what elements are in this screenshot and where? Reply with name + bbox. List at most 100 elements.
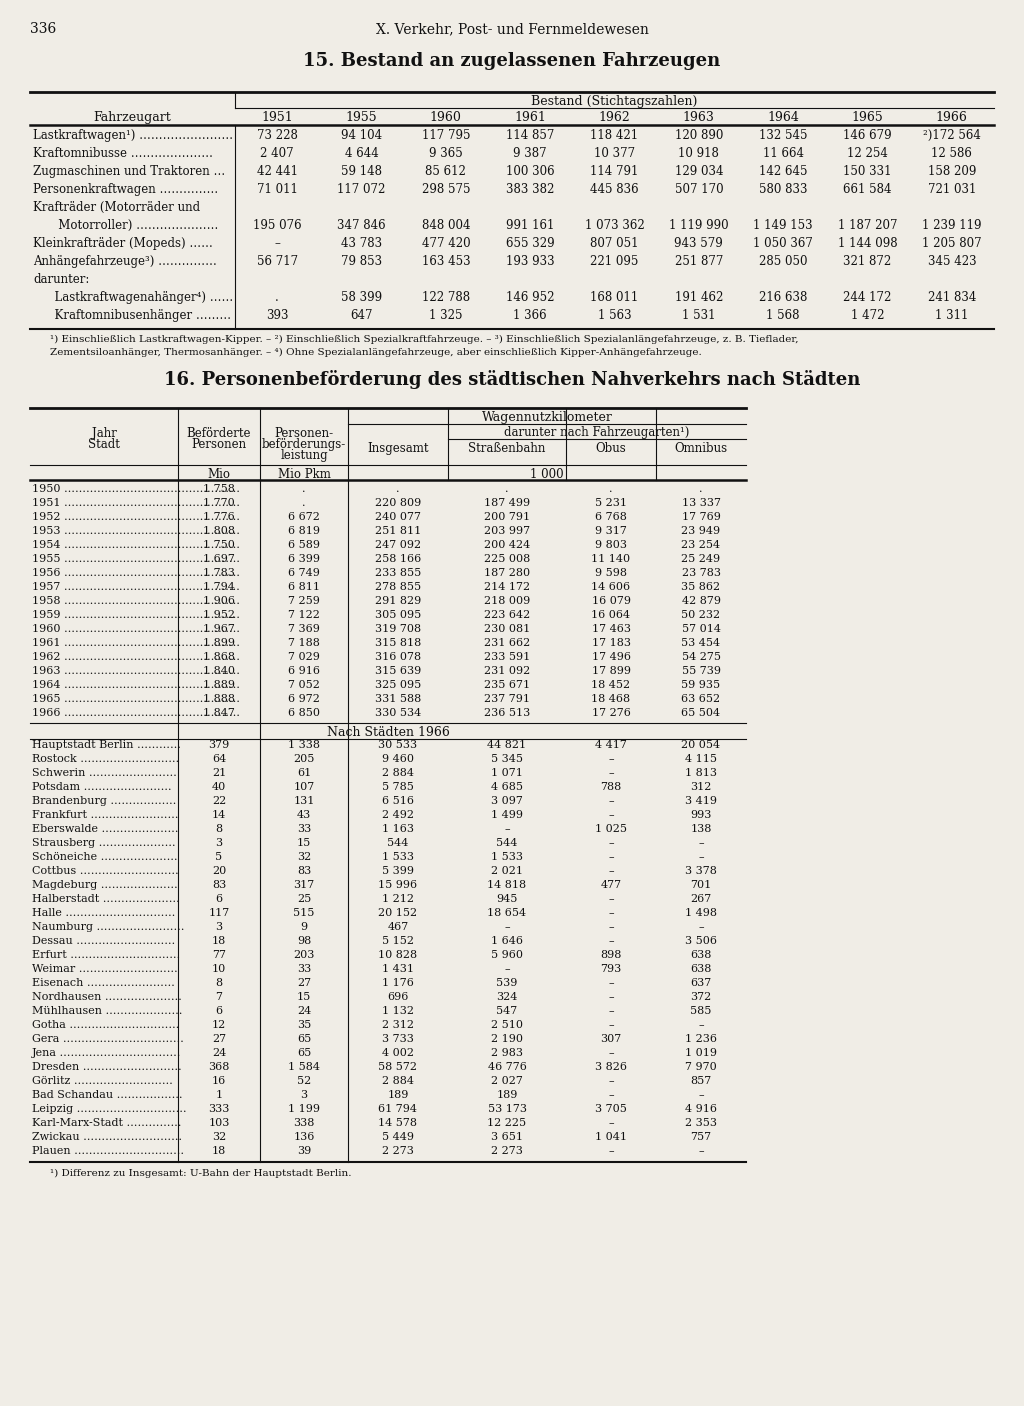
Text: 18 468: 18 468: [592, 695, 631, 704]
Text: –: –: [608, 1076, 613, 1085]
Text: 94 104: 94 104: [341, 129, 382, 142]
Text: 336: 336: [30, 22, 56, 37]
Text: Hauptstadt Berlin …………: Hauptstadt Berlin …………: [32, 740, 181, 749]
Text: 107: 107: [293, 782, 314, 792]
Text: 1966: 1966: [936, 111, 968, 124]
Text: 25: 25: [297, 894, 311, 904]
Text: darunter:: darunter:: [33, 273, 89, 285]
Text: 467: 467: [387, 922, 409, 932]
Text: 2 510: 2 510: [490, 1019, 523, 1031]
Text: 15: 15: [297, 993, 311, 1002]
Text: Zwickau ………………………: Zwickau ………………………: [32, 1132, 182, 1142]
Text: 193 933: 193 933: [506, 254, 554, 269]
Text: 1 533: 1 533: [490, 852, 523, 862]
Text: 696: 696: [387, 993, 409, 1002]
Text: 235 671: 235 671: [484, 681, 530, 690]
Text: 7 970: 7 970: [685, 1062, 717, 1071]
Text: 1 584: 1 584: [288, 1062, 319, 1071]
Text: Schöneiche …………………: Schöneiche …………………: [32, 852, 177, 862]
Text: 146 952: 146 952: [506, 291, 554, 304]
Text: 223 642: 223 642: [484, 610, 530, 620]
Text: Krafträder (Motorräder und: Krafträder (Motorräder und: [33, 201, 200, 214]
Text: 6: 6: [215, 894, 222, 904]
Text: .: .: [275, 291, 280, 304]
Text: 12: 12: [212, 1019, 226, 1031]
Text: 17 899: 17 899: [592, 666, 631, 676]
Text: 3 419: 3 419: [685, 796, 717, 806]
Text: leistung: leistung: [281, 449, 328, 463]
Text: .: .: [396, 484, 399, 494]
Text: .: .: [505, 484, 509, 494]
Text: 6 972: 6 972: [288, 695, 319, 704]
Text: 13 337: 13 337: [682, 498, 721, 508]
Text: 158 209: 158 209: [928, 165, 976, 179]
Text: 2 884: 2 884: [382, 1076, 414, 1085]
Text: 637: 637: [690, 979, 712, 988]
Text: 1 498: 1 498: [685, 908, 717, 918]
Text: –: –: [504, 824, 510, 834]
Text: 3 733: 3 733: [382, 1033, 414, 1045]
Text: 1960: 1960: [430, 111, 462, 124]
Text: 2 983: 2 983: [490, 1047, 523, 1057]
Text: .: .: [699, 484, 702, 494]
Text: 42 441: 42 441: [257, 165, 298, 179]
Text: 64: 64: [212, 754, 226, 763]
Text: 225 008: 225 008: [484, 554, 530, 564]
Text: 54 275: 54 275: [682, 652, 721, 662]
Text: 338: 338: [293, 1118, 314, 1128]
Text: 315 818: 315 818: [375, 638, 421, 648]
Text: –: –: [608, 1118, 613, 1128]
Text: 721 031: 721 031: [928, 183, 976, 195]
Text: 25 249: 25 249: [681, 554, 721, 564]
Text: 6 589: 6 589: [288, 540, 319, 550]
Text: 220 809: 220 809: [375, 498, 421, 508]
Text: 11 664: 11 664: [763, 148, 804, 160]
Text: –: –: [504, 965, 510, 974]
Text: Omnibus: Omnibus: [675, 441, 728, 456]
Text: 30 533: 30 533: [379, 740, 418, 749]
Text: 2 190: 2 190: [490, 1033, 523, 1045]
Text: 331 588: 331 588: [375, 695, 421, 704]
Text: Eisenach ……………………: Eisenach ……………………: [32, 979, 175, 988]
Text: Naumburg ……………………: Naumburg ……………………: [32, 922, 184, 932]
Text: 701: 701: [690, 880, 712, 890]
Text: 114 791: 114 791: [590, 165, 639, 179]
Text: 79 853: 79 853: [341, 254, 382, 269]
Text: 7 369: 7 369: [288, 624, 319, 634]
Text: 1 499: 1 499: [490, 810, 523, 820]
Text: .: .: [302, 484, 306, 494]
Text: 379: 379: [208, 740, 229, 749]
Text: 5 449: 5 449: [382, 1132, 414, 1142]
Text: 203: 203: [293, 950, 314, 960]
Text: 61: 61: [297, 768, 311, 778]
Text: 5 345: 5 345: [490, 754, 523, 763]
Text: ²)172 564: ²)172 564: [923, 129, 981, 142]
Text: 1 646: 1 646: [490, 936, 523, 946]
Text: 35 862: 35 862: [681, 582, 721, 592]
Text: 1957 …………………………………………: 1957 …………………………………………: [32, 582, 240, 592]
Text: –: –: [698, 1019, 703, 1031]
Text: 1 366: 1 366: [513, 309, 547, 322]
Text: 1 163: 1 163: [382, 824, 414, 834]
Text: –: –: [608, 922, 613, 932]
Text: Lastkraftwagen¹) ……………………: Lastkraftwagen¹) ……………………: [33, 129, 233, 142]
Text: 56 717: 56 717: [257, 254, 298, 269]
Text: 24: 24: [297, 1007, 311, 1017]
Text: 18 452: 18 452: [592, 681, 631, 690]
Text: 205: 205: [293, 754, 314, 763]
Text: 1960 …………………………………………: 1960 …………………………………………: [32, 624, 240, 634]
Text: 22: 22: [212, 796, 226, 806]
Text: Karl-Marx-Stadt ……………: Karl-Marx-Stadt ……………: [32, 1118, 181, 1128]
Text: 10 918: 10 918: [678, 148, 719, 160]
Text: 8: 8: [215, 979, 222, 988]
Text: 231 662: 231 662: [484, 638, 530, 648]
Text: 189: 189: [497, 1090, 518, 1099]
Text: 103: 103: [208, 1118, 229, 1128]
Text: 27: 27: [212, 1033, 226, 1045]
Text: 221 095: 221 095: [590, 254, 639, 269]
Text: Zugmaschinen und Traktoren …: Zugmaschinen und Traktoren …: [33, 165, 225, 179]
Text: 117 795: 117 795: [422, 129, 470, 142]
Text: Gotha …………………………: Gotha …………………………: [32, 1019, 179, 1031]
Text: 16. Personenbeförderung des städtischen Nahverkehrs nach Städten: 16. Personenbeförderung des städtischen …: [164, 370, 860, 389]
Text: 3: 3: [215, 838, 222, 848]
